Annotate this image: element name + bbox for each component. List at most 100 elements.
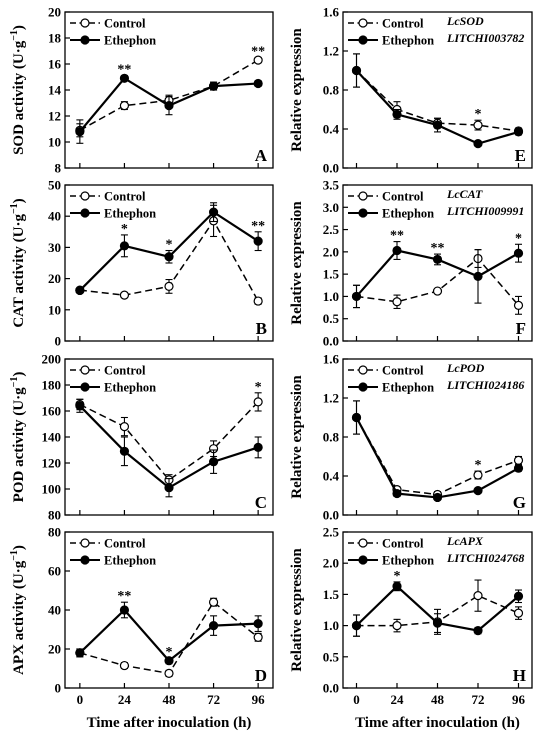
data-point-ethephon	[432, 492, 443, 503]
y-tick-label: 40	[48, 603, 61, 618]
significance-mark: *	[166, 238, 173, 253]
data-point-ethephon	[119, 241, 130, 251]
data-point-control	[119, 422, 130, 432]
x-tick-label: 0	[77, 692, 84, 707]
legend-marker-control	[80, 365, 90, 375]
gene-label: LITCHI024186	[446, 378, 524, 392]
data-point-control	[208, 597, 219, 607]
legend-marker-control	[358, 365, 368, 375]
y-tick-label: 80	[48, 508, 61, 523]
data-point-control	[513, 608, 524, 618]
y-tick-label: 16	[48, 57, 62, 72]
data-point-ethephon	[432, 618, 443, 628]
data-point-control	[119, 660, 130, 671]
x-tick-label: 24	[118, 692, 132, 707]
y-tick-label: 160	[42, 404, 62, 419]
data-point-ethephon	[164, 252, 174, 262]
y-axis-label-superscript: −1	[9, 30, 20, 41]
data-point-ethephon	[473, 139, 483, 149]
data-point-control	[253, 632, 263, 642]
y-tick-label: 0	[55, 334, 62, 349]
legend-label-control: Control	[382, 190, 424, 204]
y-tick-label: 100	[42, 482, 62, 497]
data-point-ethephon	[253, 619, 263, 629]
y-tick-label: 0.8	[323, 83, 340, 98]
y-tick-label: 10	[48, 135, 61, 150]
y-tick-label: 0.0	[323, 681, 339, 696]
legend-label-ethephon: Ethephon	[382, 207, 434, 221]
data-point-ethephon	[432, 120, 443, 130]
data-point-ethephon	[208, 457, 219, 467]
x-axis-label: Time after inoculation (h)	[87, 715, 252, 731]
data-point-ethephon	[75, 648, 85, 658]
data-point-control	[473, 120, 483, 130]
panel-letter: C	[255, 493, 267, 512]
y-axis-label-tail: )	[11, 372, 27, 377]
data-point-ethephon	[473, 625, 483, 636]
y-tick-label: 50	[48, 178, 61, 193]
legend-marker-control	[80, 191, 90, 201]
significance-mark: *	[121, 222, 128, 237]
y-tick-label: 1.5	[323, 267, 340, 282]
y-tick-label: 3.5	[323, 178, 340, 193]
y-tick-label: 0.5	[323, 649, 340, 664]
data-point-ethephon	[164, 100, 174, 111]
y-axis-label-main: Relative expression	[289, 28, 305, 152]
legend-marker-control	[358, 538, 368, 548]
gene-label: LcAPX	[446, 534, 484, 548]
legend-label-control: Control	[382, 364, 424, 378]
y-axis-label-tail: )	[11, 25, 27, 30]
legend-label-control: Control	[382, 17, 424, 31]
y-axis-label: SOD activity (U·g−1)	[9, 25, 27, 155]
data-point-ethephon	[208, 207, 219, 217]
y-tick-label: 40	[48, 209, 61, 224]
panel-d: 0 20 40 60 80 0 24 48 72 96 APX activity (U·g−1) D C…	[9, 525, 274, 707]
panel-g: 0.0 0.4 0.8 1.2 1.6 Relative expression G Contr…	[289, 352, 533, 523]
significance-mark: **	[431, 241, 445, 256]
panel-a: 8 10 12 14 16 18 20 SOD activity (U·g−1) A Contro…	[9, 5, 274, 176]
x-tick-label: 96	[252, 692, 266, 707]
data-point-ethephon	[392, 581, 402, 591]
y-tick-label: 20	[48, 5, 61, 20]
y-axis-label: POD activity (U·g−1)	[9, 372, 27, 503]
legend-label-ethephon: Ethephon	[382, 381, 434, 395]
data-point-ethephon	[513, 127, 524, 137]
legend-label-ethephon: Ethephon	[104, 207, 156, 221]
significance-mark: **	[117, 589, 131, 604]
data-point-ethephon	[119, 73, 130, 83]
data-point-ethephon	[253, 78, 263, 89]
series-line-control	[79, 59, 259, 131]
legend-label-ethephon: Ethephon	[104, 381, 156, 395]
significance-mark: *	[255, 380, 262, 395]
data-point-ethephon	[432, 254, 443, 265]
legend-label-control: Control	[104, 364, 146, 378]
plot-frame	[64, 11, 274, 169]
data-point-ethephon	[351, 620, 362, 631]
data-point-ethephon	[75, 127, 85, 137]
significance-mark: *	[475, 107, 482, 122]
legend-marker-ethephon	[80, 208, 90, 218]
data-point-control	[513, 300, 524, 310]
legend-marker-control	[80, 538, 90, 548]
legend-marker-control	[358, 18, 368, 28]
legend-marker-ethephon	[80, 382, 90, 392]
data-point-ethephon	[208, 81, 219, 91]
series-line-ethephon	[355, 69, 519, 145]
x-axis-label: Time after inoculation (h)	[355, 715, 520, 731]
y-axis-label-main: CAT activity (U·g	[11, 214, 27, 328]
legend-marker-ethephon	[358, 555, 368, 565]
series-line-control	[356, 257, 520, 306]
significance-mark: **	[251, 219, 265, 234]
y-tick-label: 1.6	[323, 352, 340, 367]
y-axis-label: Relative expression	[289, 28, 305, 152]
data-point-ethephon	[513, 463, 524, 473]
data-point-ethephon	[119, 605, 130, 615]
legend-label-ethephon: Ethephon	[382, 554, 434, 568]
panel-c: 80 100 120 140 160 180 200 POD activity (U·g−1)…	[9, 352, 274, 523]
y-axis-label: Relative expression	[289, 548, 305, 672]
data-point-ethephon	[513, 591, 524, 601]
data-point-ethephon	[75, 285, 85, 296]
legend-label-ethephon: Ethephon	[104, 554, 156, 568]
significance-mark: **	[390, 229, 404, 244]
legend-marker-ethephon	[80, 35, 90, 45]
